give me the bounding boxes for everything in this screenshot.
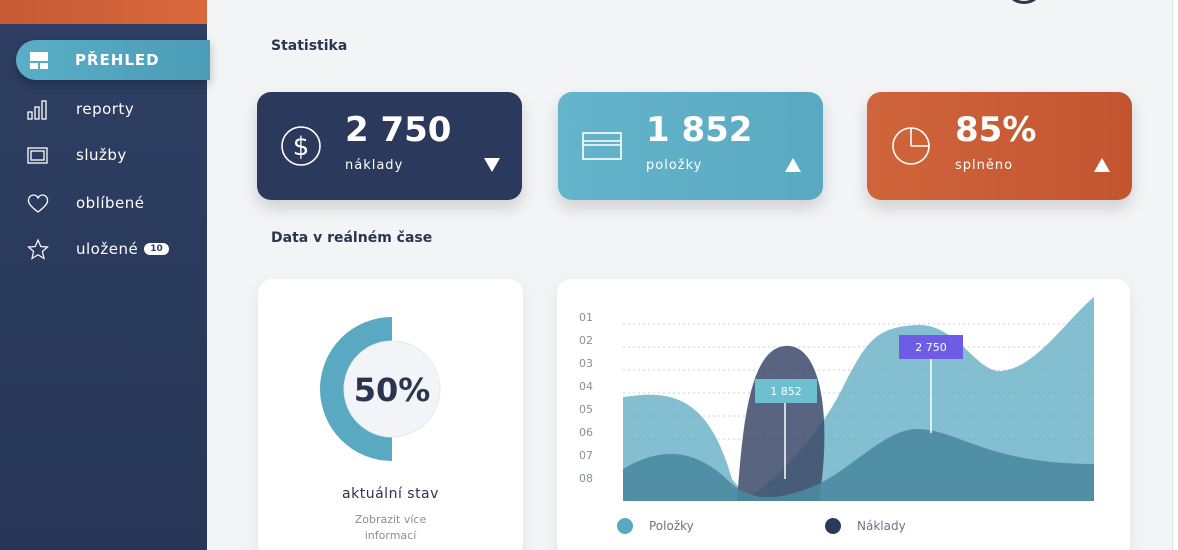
annotation-box-2750 xyxy=(899,335,963,359)
y-tick-label: 06 xyxy=(579,426,593,439)
sidebar-item-prehled[interactable]: PŘEHLED xyxy=(16,40,210,80)
realtime-chart-panel: 01 02 03 04 05 06 07 08 1 852 2 750 Položky Nák… xyxy=(557,279,1130,550)
svg-text:$: $ xyxy=(293,132,310,162)
y-tick-label: 07 xyxy=(579,449,593,462)
services-icon xyxy=(27,147,48,164)
heart-icon xyxy=(27,194,49,213)
legend-label: Náklady xyxy=(857,519,906,533)
sidebar-item-ulozene[interactable]: uložené 10 xyxy=(26,236,169,262)
series-naklady-area xyxy=(737,345,825,501)
stat-label: náklady xyxy=(345,158,404,173)
avatar[interactable] xyxy=(1004,0,1044,4)
sidebar-item-label: reporty xyxy=(76,100,135,118)
stat-label: položky xyxy=(646,158,703,173)
stat-label: splněno xyxy=(955,158,1014,173)
stat-value: 85% xyxy=(955,110,1037,150)
sidebar-item-sluzby[interactable]: služby xyxy=(26,142,127,168)
arrow-up-icon xyxy=(1094,158,1110,172)
stat-value: 2 750 xyxy=(345,110,452,150)
y-tick-label: 05 xyxy=(579,403,593,416)
legend-dot xyxy=(825,518,841,534)
sidebar-item-oblibene[interactable]: oblíbené xyxy=(26,190,145,216)
y-tick-label: 04 xyxy=(579,380,593,393)
dashboard-icon xyxy=(30,52,48,69)
window-edge xyxy=(1172,0,1178,550)
more-info-line2: informací xyxy=(364,529,417,542)
sidebar-item-label: PŘEHLED xyxy=(75,51,160,69)
stats-title: Statistika xyxy=(271,38,348,54)
arrow-up-icon xyxy=(785,158,801,172)
sidebar-item-label: oblíbené xyxy=(76,194,145,212)
y-tick-label: 02 xyxy=(579,334,593,347)
stat-card-items[interactable]: 1 852 položky xyxy=(558,92,823,200)
bar-chart-icon xyxy=(27,100,47,120)
sidebar-item-label: uložené xyxy=(76,240,139,258)
stat-value: 1 852 xyxy=(646,110,753,150)
area-chart: 01 02 03 04 05 06 07 08 1 852 2 750 xyxy=(579,297,1094,501)
legend-polozky[interactable]: Položky xyxy=(617,518,694,534)
annotation-1852: 1 852 xyxy=(770,385,802,398)
donut-label: aktuální stav xyxy=(342,486,439,502)
stat-card-completed[interactable]: 85% splněno xyxy=(867,92,1132,200)
sidebar-item-reporty[interactable]: reporty xyxy=(26,96,134,122)
annotation-box-1852 xyxy=(755,379,817,403)
y-tick-label: 08 xyxy=(579,472,593,485)
more-info-link[interactable]: Zobrazit více informací xyxy=(258,512,523,544)
status-panel: 50% aktuální stav Zobrazit více informac… xyxy=(258,279,523,550)
donut-value: 50% xyxy=(354,371,431,409)
series-polozky-area-front xyxy=(623,429,1094,501)
pie-icon xyxy=(892,127,930,165)
arrow-down-icon xyxy=(484,158,500,172)
legend-label: Položky xyxy=(649,519,694,533)
realtime-title: Data v reálném čase xyxy=(271,230,433,246)
sidebar: PŘEHLED reporty služby oblíbené uložené … xyxy=(0,0,210,550)
stat-card-costs[interactable]: $ 2 750 náklady xyxy=(257,92,522,200)
card-icon xyxy=(582,132,622,160)
donut-chart: 50% xyxy=(320,317,464,461)
annotation-2750: 2 750 xyxy=(915,341,947,354)
star-icon xyxy=(27,238,49,260)
legend-dot xyxy=(617,518,633,534)
saved-count-badge: 10 xyxy=(144,243,169,255)
sidebar-header-bar xyxy=(0,0,207,24)
y-tick-label: 03 xyxy=(579,357,593,370)
y-tick-label: 01 xyxy=(579,311,593,324)
legend-naklady[interactable]: Náklady xyxy=(825,518,906,534)
dollar-icon: $ xyxy=(281,126,321,166)
more-info-line1: Zobrazit více xyxy=(354,513,427,526)
donut-arc xyxy=(320,317,392,461)
sidebar-item-label: služby xyxy=(76,146,127,164)
